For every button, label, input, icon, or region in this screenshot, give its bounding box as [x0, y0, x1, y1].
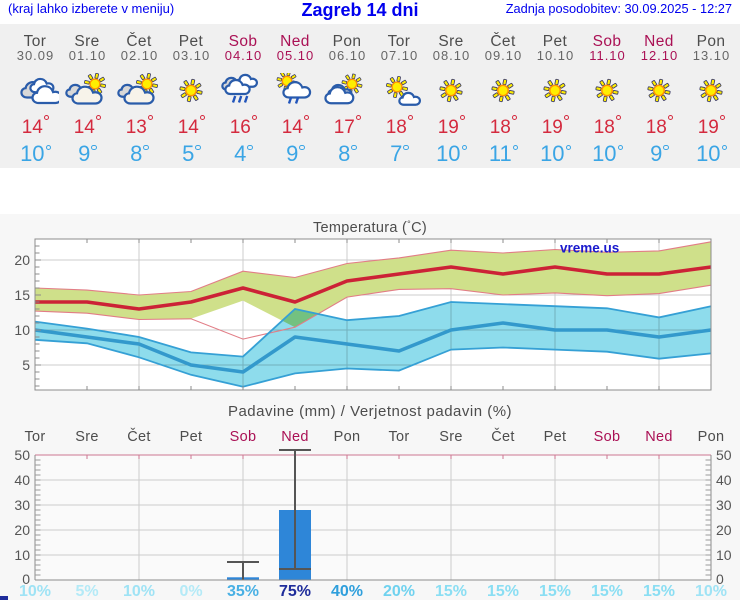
svg-text:10: 10 [14, 547, 30, 563]
svg-text:40: 40 [14, 472, 30, 488]
svg-text:40: 40 [716, 472, 732, 488]
svg-text:10: 10 [716, 547, 732, 563]
svg-text:50: 50 [14, 447, 30, 463]
svg-text:0: 0 [716, 571, 724, 584]
svg-text:15: 15 [14, 287, 30, 303]
svg-text:vreme.us: vreme.us [560, 241, 619, 256]
svg-text:20: 20 [14, 522, 30, 538]
svg-text:5: 5 [22, 357, 30, 373]
svg-text:30: 30 [14, 497, 30, 513]
svg-text:30: 30 [716, 497, 732, 513]
svg-text:10: 10 [14, 322, 30, 338]
svg-text:20: 20 [716, 522, 732, 538]
svg-text:20: 20 [14, 252, 30, 268]
svg-text:0: 0 [22, 571, 30, 584]
svg-text:50: 50 [716, 447, 732, 463]
